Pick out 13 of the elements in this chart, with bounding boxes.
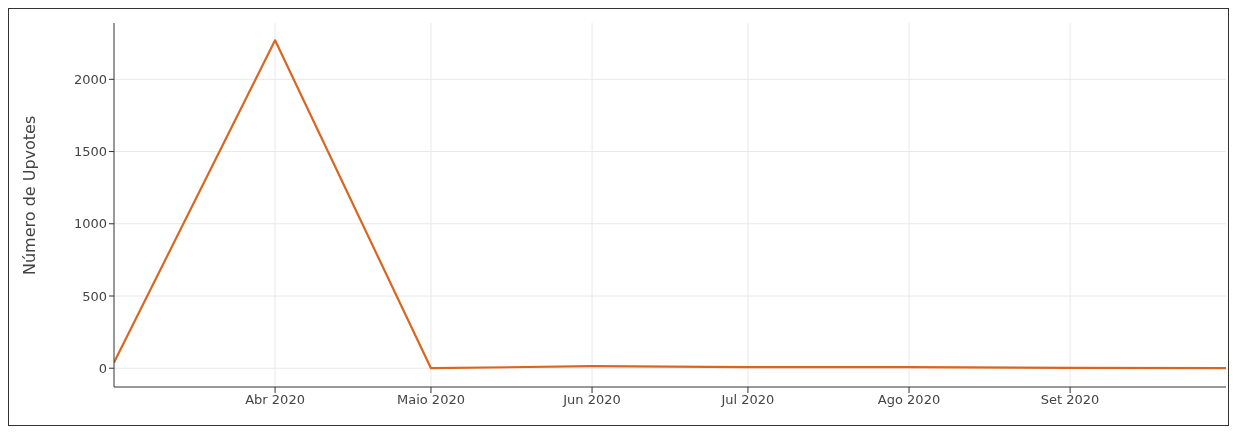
x-tick-label: Set 2020	[1040, 392, 1100, 408]
y-tick-label: 500	[82, 288, 107, 304]
y-tick-label: 0	[98, 360, 107, 376]
x-tick-label: Ago 2020	[877, 392, 941, 408]
x-tick-label: Abr 2020	[245, 392, 305, 408]
y-tick-label: 1500	[73, 144, 107, 160]
y-axis-title: Número de Upvotes	[19, 115, 39, 275]
y-tick-label: 1000	[73, 216, 107, 232]
x-tick-label: Jun 2020	[562, 392, 621, 408]
x-tick-label: Maio 2020	[396, 392, 465, 408]
line-series	[114, 39, 1226, 370]
x-tick-label: Jul 2020	[720, 392, 775, 408]
y-tick-label: 2000	[73, 71, 107, 87]
